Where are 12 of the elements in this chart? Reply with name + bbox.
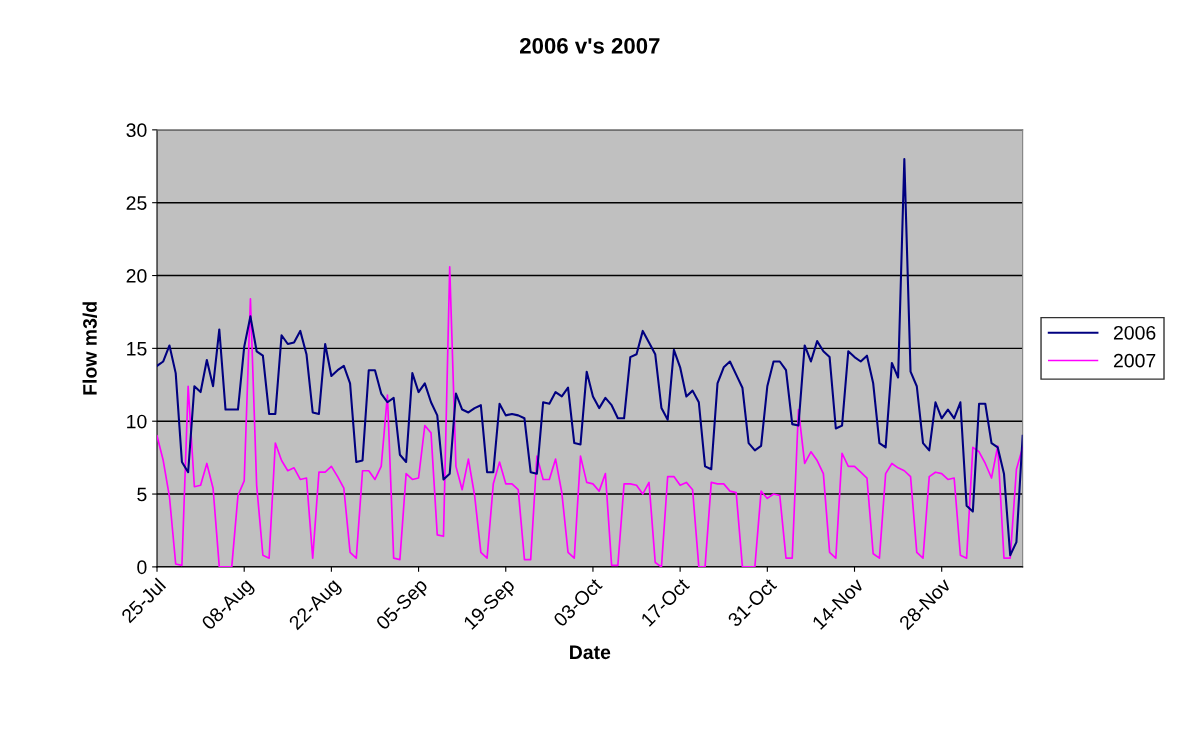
y-tick-label: 20 (126, 269, 147, 283)
y-tick-label: 5 (137, 487, 147, 502)
y-tick-label: 25 (126, 196, 147, 210)
y-tick-label: 0 (137, 560, 147, 575)
chart-title: 2006 v's 2007 (520, 37, 660, 54)
y-tick-label: 10 (127, 414, 147, 429)
y-tick-label: 15 (127, 342, 147, 356)
x-axis-title: Date (570, 645, 611, 660)
legend-label: 2007 (1113, 353, 1156, 368)
y-axis-title: Flow m3/d (82, 302, 98, 395)
y-tick-label: 30 (126, 123, 147, 138)
legend-label: 2006 (1113, 325, 1156, 340)
